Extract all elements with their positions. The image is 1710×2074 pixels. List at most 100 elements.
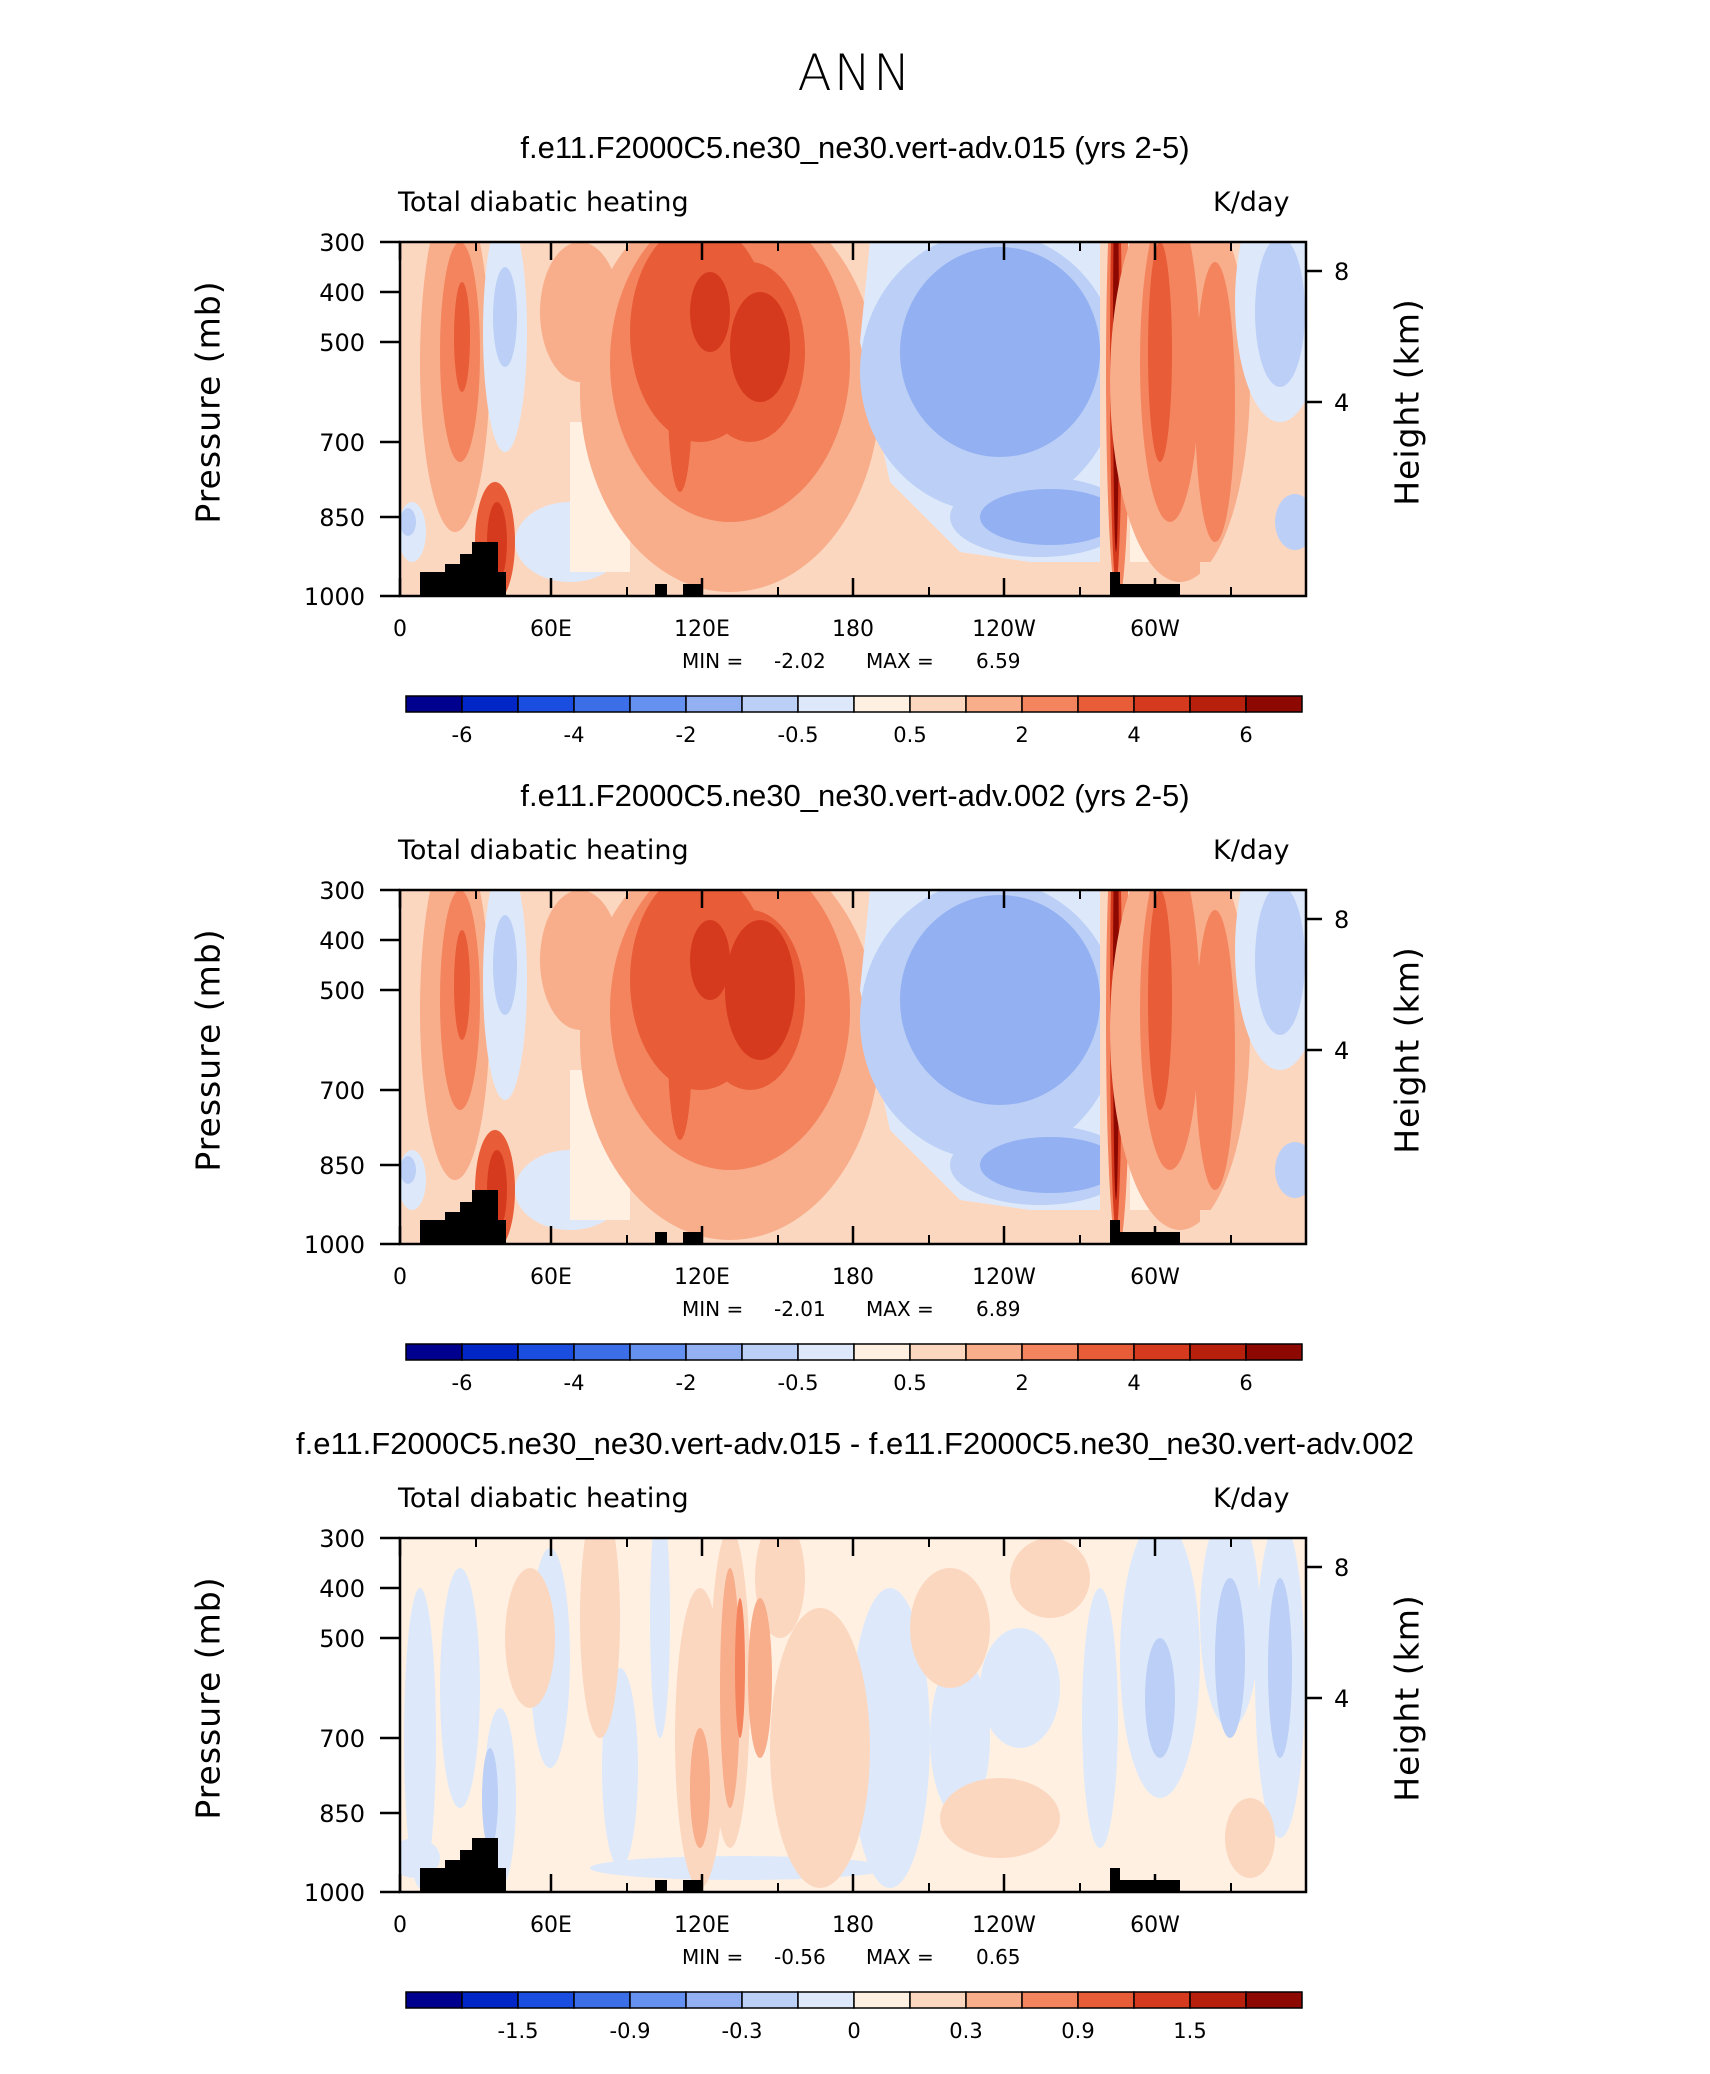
x-tick-label: 60W — [1130, 617, 1180, 642]
colorbar-tick-label: -1.5 — [498, 2019, 539, 2043]
contour-band — [1010, 1538, 1090, 1618]
contour-band — [404, 1588, 436, 1888]
y2-tick-label: 4 — [1334, 1037, 1349, 1065]
y-tick-label: 400 — [319, 1575, 365, 1603]
colorbar-bin — [741, 1991, 799, 2009]
y-tick-label: 400 — [319, 927, 365, 955]
colorbar-bin — [853, 695, 911, 713]
topography-mask — [420, 542, 506, 596]
y-tick-label: 700 — [319, 429, 365, 457]
panel-title: f.e11.F2000C5.ne30_ne30.vert-adv.015 (yr… — [520, 130, 1190, 165]
y-tick-label: 850 — [319, 1800, 365, 1828]
colorbar-tick-label: 2 — [1015, 1371, 1028, 1395]
right-string: K/day — [1213, 835, 1290, 866]
topography-mask — [655, 1880, 667, 1892]
contour-band — [1195, 262, 1235, 542]
y2-tick-label: 4 — [1334, 1685, 1349, 1713]
colorbar-tick-label: 0.5 — [893, 723, 926, 747]
colorbar-bin — [1189, 1991, 1247, 2009]
colorbar-bin — [517, 695, 575, 713]
contour-band — [1255, 242, 1305, 387]
colorbar-bin — [741, 1343, 799, 1361]
colorbar-tick-label: -0.5 — [778, 1371, 819, 1395]
colorbar-tick-label: 6 — [1239, 723, 1252, 747]
y2-tick-label: 4 — [1334, 389, 1349, 417]
colorbar-bin — [461, 1343, 519, 1361]
contour-band — [910, 1568, 990, 1688]
right-string: K/day — [1213, 1483, 1290, 1514]
max-value: 6.59 — [976, 649, 1021, 673]
colorbar-bin — [405, 1343, 463, 1361]
x-tick-label: 0 — [393, 617, 407, 642]
axes: 300 400 500 700 850 1000 8 4 0 60E 120E 180 120W 60W -… — [304, 229, 1349, 747]
contour-band — [1148, 890, 1172, 1110]
axes: 300 400 500 700 850 1000 8 4 0 60E 120E 180 120W 60W -… — [304, 877, 1349, 1395]
colorbar-tick-label: -2 — [676, 1371, 697, 1395]
contour-band — [1275, 494, 1306, 550]
x-tick-label: 120W — [972, 617, 1036, 642]
colorbar-tick-label: -4 — [564, 1371, 585, 1395]
y-axis-label: Pressure (mb) — [188, 280, 228, 524]
y-tick-label: 850 — [319, 504, 365, 532]
colorbar-tick-label: -0.9 — [610, 2019, 651, 2043]
colorbar-bin — [1077, 1343, 1135, 1361]
colorbar-bin — [797, 1343, 855, 1361]
colorbar-bin — [573, 1343, 631, 1361]
max-label: MAX = — [866, 1945, 934, 1969]
colorbar-bin — [965, 1991, 1023, 2009]
y-axis-label: Pressure (mb) — [188, 1576, 228, 1820]
topography-mask — [683, 1232, 703, 1244]
contour-band — [493, 267, 517, 367]
colorbar-bin — [685, 1991, 743, 2009]
colorbar-bin — [853, 1991, 911, 2009]
contour-field — [400, 242, 1306, 596]
contour-band — [482, 1748, 498, 1848]
colorbar-tick-label: 2 — [1015, 723, 1028, 747]
topography-mask — [420, 1190, 506, 1244]
x-tick-label: 0 — [393, 1265, 407, 1290]
y-tick-label: 300 — [319, 229, 365, 257]
colorbar-bin — [1021, 1991, 1079, 2009]
contour-band — [1225, 1798, 1275, 1878]
contour-band — [980, 1628, 1060, 1748]
right-string: K/day — [1213, 187, 1290, 218]
y-tick-label: 400 — [319, 279, 365, 307]
plot-frame — [398, 888, 1308, 1246]
x-tick-label: 180 — [832, 1265, 874, 1290]
x-tick-label: 120E — [674, 1265, 730, 1290]
colorbar-bin — [1133, 1343, 1191, 1361]
colorbar-bin — [629, 1991, 687, 2009]
colorbar-bin — [1133, 695, 1191, 713]
contour-band — [690, 920, 730, 1000]
contour-band — [580, 1538, 620, 1738]
min-value: -0.56 — [774, 1945, 826, 1969]
contour-band — [748, 1598, 772, 1758]
left-string: Total diabatic heating — [398, 835, 689, 866]
contour-band — [690, 1728, 710, 1848]
y-tick-label: 850 — [319, 1152, 365, 1180]
plot-frame — [398, 240, 1308, 598]
max-value: 6.89 — [976, 1297, 1021, 1321]
topography-mask — [655, 1232, 667, 1244]
contour-band — [668, 312, 692, 492]
contour-field — [400, 1538, 1306, 1892]
panel-bottom: f.e11.F2000C5.ne30_ne30.vert-adv.015 - f… — [0, 1426, 1710, 2066]
contour-band — [650, 1538, 670, 1738]
min-label: MIN = — [682, 1297, 744, 1321]
contour-band — [900, 247, 1100, 457]
contour-band — [720, 1568, 740, 1808]
colorbar-bin — [517, 1991, 575, 2009]
min-label: MIN = — [682, 1945, 744, 1969]
colorbar-bin — [1077, 1991, 1135, 2009]
max-label: MAX = — [866, 649, 934, 673]
colorbar-bin — [405, 695, 463, 713]
colorbar-tick-label: -6 — [452, 723, 473, 747]
colorbar-bin — [965, 1343, 1023, 1361]
colorbar-tick-label: -2 — [676, 723, 697, 747]
x-tick-label: 120E — [674, 1913, 730, 1938]
y-axis-label: Pressure (mb) — [188, 928, 228, 1172]
contour-band — [1268, 1578, 1292, 1758]
panel-middle: f.e11.F2000C5.ne30_ne30.vert-adv.002 (yr… — [0, 778, 1710, 1418]
max-value: 0.65 — [976, 1945, 1021, 1969]
contour-band — [860, 562, 1110, 596]
